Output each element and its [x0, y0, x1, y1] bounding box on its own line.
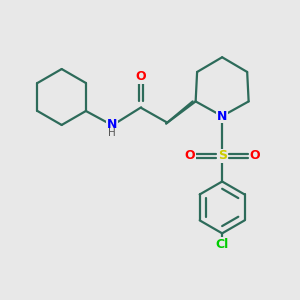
- Text: S: S: [218, 149, 226, 162]
- Text: O: O: [184, 149, 195, 162]
- Text: N: N: [217, 110, 227, 123]
- Text: O: O: [136, 70, 146, 83]
- Text: H: H: [108, 128, 116, 138]
- Text: N: N: [106, 118, 117, 131]
- Text: Cl: Cl: [215, 238, 229, 251]
- Text: O: O: [249, 149, 260, 162]
